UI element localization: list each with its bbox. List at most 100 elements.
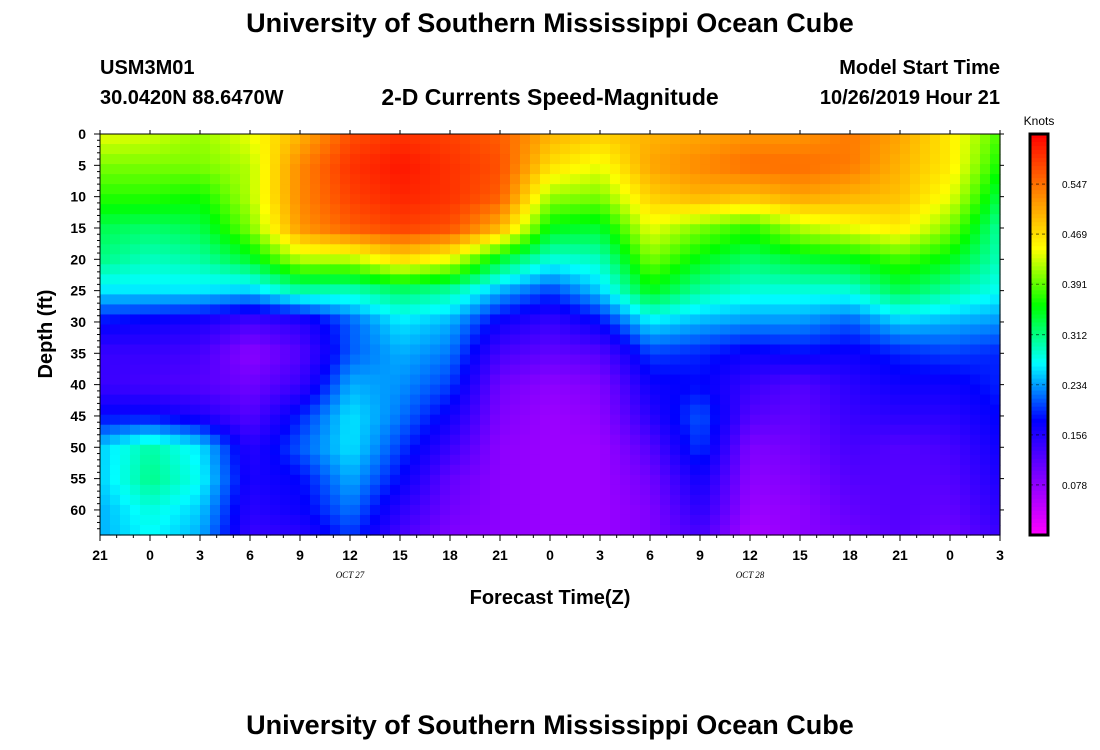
colorbar-segment: [1030, 250, 1048, 255]
heatmap-cell: [790, 294, 801, 306]
heatmap-cell: [660, 244, 671, 255]
heatmap-cell: [370, 434, 381, 446]
heatmap-cell: [450, 334, 461, 346]
heatmap-cell: [140, 164, 151, 175]
heatmap-cell: [560, 334, 571, 346]
heatmap-cell: [520, 514, 531, 526]
heatmap-cell: [370, 484, 381, 496]
heatmap-cell: [220, 394, 231, 406]
heatmap-cell: [900, 274, 911, 285]
heatmap-cell: [840, 374, 851, 386]
heatmap-cell: [590, 144, 601, 155]
heatmap-cell: [340, 214, 351, 225]
heatmap-cell: [330, 174, 341, 185]
heatmap-cell: [740, 334, 751, 346]
heatmap-cell: [120, 134, 131, 145]
heatmap-cell: [860, 324, 871, 336]
heatmap-cell: [530, 314, 541, 326]
heatmap-cell: [440, 244, 451, 255]
heatmap-cell: [870, 194, 881, 205]
heatmap-cell: [330, 524, 341, 536]
heatmap-cell: [530, 464, 541, 476]
heatmap-cell: [950, 464, 961, 476]
heatmap-cell: [130, 284, 141, 296]
heatmap-cell: [800, 254, 811, 265]
heatmap-cell: [350, 154, 361, 165]
heatmap-cell: [600, 514, 611, 526]
heatmap-cell: [550, 364, 561, 376]
heatmap-cell: [590, 224, 601, 235]
heatmap-cell: [940, 514, 951, 526]
heatmap-cell: [350, 264, 361, 275]
heatmap-cell: [350, 334, 361, 346]
heatmap-cell: [580, 284, 591, 296]
heatmap-cell: [990, 354, 1001, 366]
heatmap-cell: [520, 164, 531, 175]
x-tick-label: 9: [296, 547, 304, 563]
heatmap-cell: [910, 434, 921, 446]
heatmap-cell: [900, 294, 911, 306]
heatmap-cell: [790, 234, 801, 245]
heatmap-cell: [500, 494, 511, 506]
heatmap-cell: [970, 454, 981, 466]
heatmap-cell: [610, 444, 621, 456]
heatmap-cell: [270, 334, 281, 346]
heatmap-cell: [700, 334, 711, 346]
heatmap-cell: [650, 144, 661, 155]
heatmap-cell: [620, 324, 631, 336]
heatmap-cell: [930, 234, 941, 245]
heatmap-cell: [980, 204, 991, 215]
heatmap-cell: [740, 254, 751, 265]
heatmap-cell: [230, 384, 241, 396]
heatmap-cell: [800, 384, 811, 396]
heatmap-cell: [790, 524, 801, 536]
heatmap-cell: [300, 474, 311, 486]
heatmap-cell: [370, 214, 381, 225]
heatmap-cell: [520, 454, 531, 466]
heatmap-cell: [530, 294, 541, 306]
heatmap-cell: [120, 164, 131, 175]
heatmap-cell: [970, 464, 981, 476]
heatmap-cell: [840, 334, 851, 346]
heatmap-cell: [550, 144, 561, 155]
chart-subtitle: 2-D Currents Speed-Magnitude: [381, 84, 719, 110]
heatmap-cell: [690, 304, 701, 316]
heatmap-cell: [910, 384, 921, 396]
heatmap-cell: [550, 274, 561, 285]
heatmap-cell: [990, 254, 1001, 265]
heatmap-cell: [270, 144, 281, 155]
heatmap-cell: [230, 184, 241, 195]
heatmap-cell: [320, 364, 331, 376]
heatmap-cell: [770, 424, 781, 436]
heatmap-cell: [920, 214, 931, 225]
heatmap-cell: [590, 494, 601, 506]
heatmap-cell: [120, 504, 131, 516]
heatmap-cell: [870, 204, 881, 215]
heatmap-cell: [440, 374, 451, 386]
heatmap-cell: [340, 384, 351, 396]
heatmap-cell: [280, 224, 291, 235]
heatmap-cell: [140, 294, 151, 306]
heatmap-cell: [820, 494, 831, 506]
heatmap-cell: [640, 184, 651, 195]
heatmap-cell: [460, 484, 471, 496]
heatmap-cell: [420, 154, 431, 165]
heatmap-cell: [140, 404, 151, 416]
heatmap-cell: [240, 374, 251, 386]
heatmap-cell: [690, 444, 701, 456]
heatmap-cell: [820, 514, 831, 526]
heatmap-cell: [740, 244, 751, 255]
heatmap-cell: [390, 484, 401, 496]
heatmap-cell: [940, 334, 951, 346]
heatmap-cell: [660, 224, 671, 235]
heatmap-cell: [780, 244, 791, 255]
heatmap-cell: [160, 364, 171, 376]
heatmap-cell: [430, 524, 441, 536]
heatmap-cell: [740, 424, 751, 436]
heatmap-cell: [560, 314, 571, 326]
heatmap-cell: [340, 414, 351, 426]
heatmap-cell: [110, 444, 121, 456]
heatmap-cell: [390, 174, 401, 185]
x-tick-label: 15: [392, 547, 408, 563]
heatmap-cell: [360, 414, 371, 426]
